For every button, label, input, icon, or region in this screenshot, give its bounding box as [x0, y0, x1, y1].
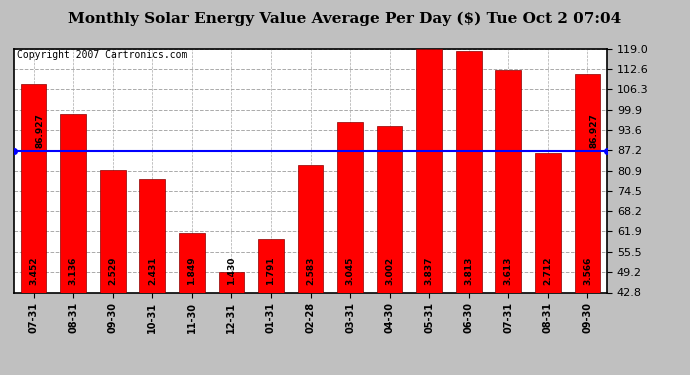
Text: 3.452: 3.452 [29, 256, 38, 285]
Text: 1.430: 1.430 [227, 256, 236, 285]
Text: 3.002: 3.002 [385, 256, 394, 285]
Bar [179, 233, 205, 292]
Bar [337, 122, 363, 292]
Bar [258, 238, 284, 292]
Text: 2.712: 2.712 [543, 256, 553, 285]
Bar [535, 153, 561, 292]
Text: 3.136: 3.136 [68, 256, 78, 285]
Bar [416, 49, 442, 292]
Text: 1.849: 1.849 [187, 256, 197, 285]
Text: 86.927: 86.927 [36, 113, 45, 148]
Bar [456, 51, 482, 292]
Text: 3.566: 3.566 [583, 256, 592, 285]
Text: 2.583: 2.583 [306, 256, 315, 285]
Bar [100, 170, 126, 292]
Bar [21, 84, 46, 292]
Text: 2.529: 2.529 [108, 256, 117, 285]
Text: Copyright 2007 Cartronics.com: Copyright 2007 Cartronics.com [17, 50, 187, 60]
Text: 2.431: 2.431 [148, 256, 157, 285]
Text: 3.613: 3.613 [504, 256, 513, 285]
Bar [219, 272, 244, 292]
Bar [377, 126, 402, 292]
Text: Monthly Solar Energy Value Average Per Day ($) Tue Oct 2 07:04: Monthly Solar Energy Value Average Per D… [68, 11, 622, 26]
Text: 86.927: 86.927 [589, 113, 598, 148]
Text: 1.791: 1.791 [266, 256, 275, 285]
Bar [575, 74, 600, 292]
Bar [60, 114, 86, 292]
Text: 3.837: 3.837 [424, 256, 434, 285]
Bar [139, 179, 165, 292]
Bar [297, 165, 324, 292]
Text: 3.813: 3.813 [464, 256, 473, 285]
Bar [495, 69, 521, 292]
Text: 3.045: 3.045 [346, 256, 355, 285]
